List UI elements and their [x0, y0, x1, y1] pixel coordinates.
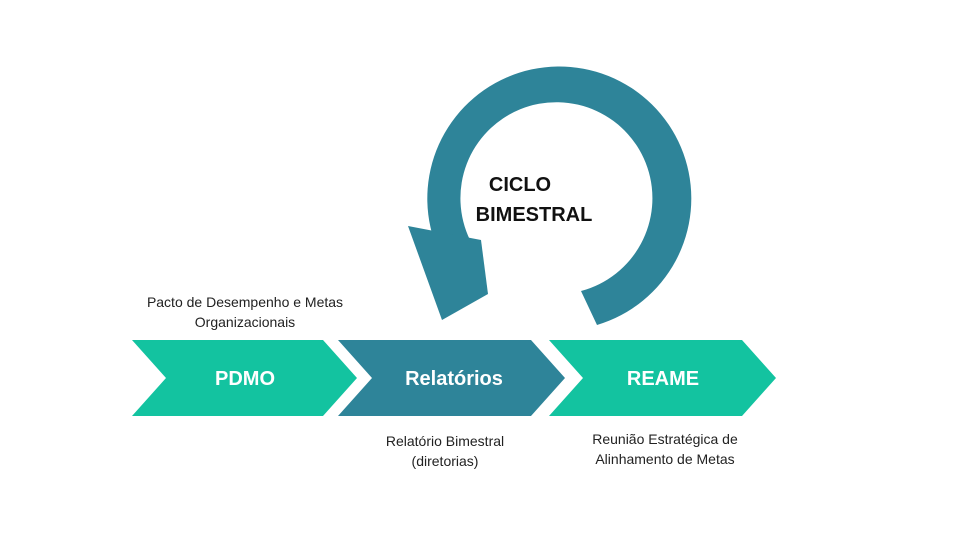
chevron-pdmo: PDMO [132, 340, 357, 416]
cycle-label-line1: CICLO [489, 174, 551, 196]
relatorios-caption: Relatório Bimestral (diretorias) [385, 433, 505, 469]
cycle-arrow-head [408, 226, 488, 320]
chevron-relatorios-label: Relatórios [405, 368, 503, 390]
chevron-reame: REAME [549, 340, 776, 416]
chevron-relatorios: Relatórios [338, 340, 565, 416]
chevron-reame-label: REAME [627, 368, 699, 390]
cycle-arrow-ring [427, 66, 692, 325]
chevron-pdmo-label: PDMO [215, 368, 275, 390]
chevron-pdmo-shape [132, 340, 357, 416]
pdmo-caption: Pacto de Desempenho e Metas Organizacion… [146, 294, 344, 330]
cycle-label-line2: BIMESTRAL [476, 204, 593, 226]
chevron-reame-shape [549, 340, 776, 416]
chevron-relatorios-shape [338, 340, 565, 416]
cycle-arrow [408, 66, 692, 325]
reame-caption: Reunião Estratégica de Alinhamento de Me… [592, 431, 738, 467]
